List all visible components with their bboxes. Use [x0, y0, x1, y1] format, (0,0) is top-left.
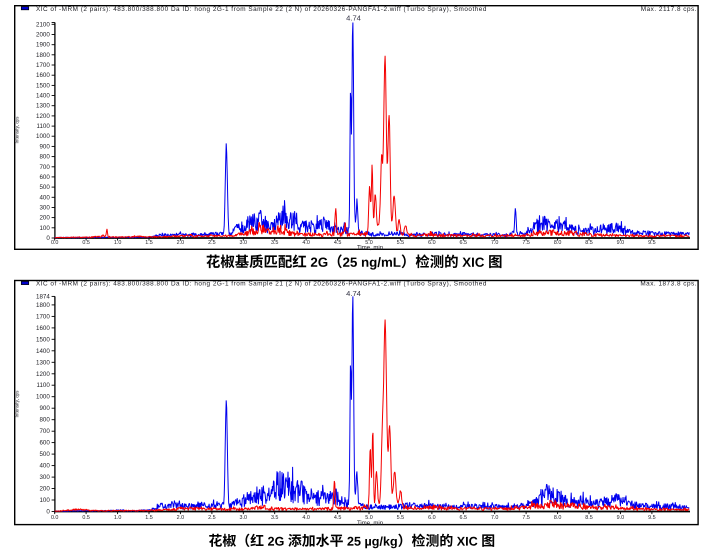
- svg-text:1100: 1100: [36, 382, 50, 389]
- svg-text:200: 200: [39, 215, 50, 222]
- svg-text:1.0: 1.0: [114, 515, 122, 521]
- svg-text:4.5: 4.5: [334, 515, 342, 521]
- svg-text:6.5: 6.5: [460, 240, 468, 246]
- svg-text:1.5: 1.5: [145, 240, 153, 246]
- svg-text:1.5: 1.5: [145, 515, 153, 521]
- svg-text:700: 700: [39, 164, 50, 171]
- svg-text:Time, min: Time, min: [357, 245, 383, 251]
- svg-text:1800: 1800: [36, 52, 50, 59]
- svg-text:800: 800: [39, 154, 50, 161]
- svg-text:500: 500: [39, 451, 50, 458]
- svg-text:6.0: 6.0: [428, 515, 436, 521]
- svg-text:Intensity, cps: Intensity, cps: [15, 116, 20, 144]
- svg-text:900: 900: [39, 405, 50, 412]
- svg-text:1000: 1000: [36, 133, 50, 140]
- svg-text:400: 400: [39, 463, 50, 470]
- svg-text:1600: 1600: [36, 325, 50, 332]
- svg-text:7.0: 7.0: [491, 240, 499, 246]
- svg-text:3.0: 3.0: [240, 515, 248, 521]
- svg-text:0.5: 0.5: [82, 240, 90, 246]
- svg-text:1874: 1874: [36, 293, 50, 300]
- svg-text:XIC of -MRM (2 pairs): 483.800: XIC of -MRM (2 pairs): 483.800/388.800 D…: [36, 6, 487, 13]
- svg-text:6.5: 6.5: [460, 515, 468, 521]
- svg-text:3.5: 3.5: [271, 240, 279, 246]
- svg-text:1300: 1300: [36, 103, 50, 110]
- svg-text:Max. 2117.8 cps.: Max. 2117.8 cps.: [641, 6, 697, 13]
- svg-text:800: 800: [39, 417, 50, 424]
- svg-text:1200: 1200: [36, 113, 50, 120]
- svg-text:XIC of -MRM (2 pairs): 483.800: XIC of -MRM (2 pairs): 483.800/388.800 D…: [36, 281, 487, 288]
- svg-text:1800: 1800: [36, 302, 50, 309]
- svg-text:1500: 1500: [36, 336, 50, 343]
- svg-text:900: 900: [39, 143, 50, 150]
- svg-text:7.5: 7.5: [522, 240, 530, 246]
- svg-text:2000: 2000: [36, 32, 50, 39]
- svg-text:Max. 1873.8 cps.: Max. 1873.8 cps.: [640, 281, 697, 288]
- svg-text:Intensity, cps: Intensity, cps: [15, 390, 20, 418]
- svg-text:1700: 1700: [36, 62, 50, 69]
- svg-text:6.0: 6.0: [428, 240, 436, 246]
- svg-text:300: 300: [39, 205, 50, 212]
- svg-text:0: 0: [46, 509, 50, 516]
- svg-text:1500: 1500: [36, 82, 50, 89]
- svg-text:0.0: 0.0: [51, 515, 59, 521]
- svg-text:100: 100: [39, 225, 50, 232]
- svg-text:1900: 1900: [36, 42, 50, 49]
- svg-text:1200: 1200: [36, 371, 50, 378]
- svg-text:8.0: 8.0: [554, 240, 562, 246]
- svg-text:8.5: 8.5: [585, 240, 593, 246]
- svg-text:1600: 1600: [36, 72, 50, 79]
- svg-text:4.5: 4.5: [334, 240, 342, 246]
- svg-text:2100: 2100: [36, 21, 50, 28]
- svg-text:1300: 1300: [36, 359, 50, 366]
- svg-text:600: 600: [39, 440, 50, 447]
- svg-text:1700: 1700: [36, 313, 50, 320]
- svg-text:300: 300: [39, 474, 50, 481]
- svg-text:1000: 1000: [36, 394, 50, 401]
- svg-text:Time, min: Time, min: [357, 521, 383, 527]
- svg-text:0.5: 0.5: [82, 515, 90, 521]
- svg-text:9.0: 9.0: [617, 240, 625, 246]
- svg-text:1.0: 1.0: [114, 240, 122, 246]
- svg-text:7.0: 7.0: [491, 515, 499, 521]
- svg-text:1400: 1400: [36, 348, 50, 355]
- svg-text:500: 500: [39, 184, 50, 191]
- svg-text:1100: 1100: [36, 123, 50, 130]
- svg-text:3.5: 3.5: [271, 515, 279, 521]
- svg-text:1400: 1400: [36, 93, 50, 100]
- svg-text:200: 200: [39, 486, 50, 493]
- svg-text:2.0: 2.0: [177, 515, 185, 521]
- svg-text:5.5: 5.5: [397, 515, 405, 521]
- svg-text:4.74: 4.74: [346, 14, 361, 23]
- svg-text:100: 100: [39, 497, 50, 504]
- svg-text:9.5: 9.5: [648, 515, 656, 521]
- svg-text:5.5: 5.5: [397, 240, 405, 246]
- svg-text:2.5: 2.5: [208, 515, 216, 521]
- svg-text:2.5: 2.5: [208, 240, 216, 246]
- svg-text:9.5: 9.5: [648, 240, 656, 246]
- svg-text:5.0: 5.0: [365, 515, 373, 521]
- svg-text:700: 700: [39, 428, 50, 435]
- svg-text:2.0: 2.0: [177, 240, 185, 246]
- svg-text:3.0: 3.0: [240, 240, 248, 246]
- svg-text:400: 400: [39, 194, 50, 201]
- svg-text:8.0: 8.0: [554, 515, 562, 521]
- svg-text:600: 600: [39, 174, 50, 181]
- svg-text:8.5: 8.5: [585, 515, 593, 521]
- svg-text:7.5: 7.5: [522, 515, 530, 521]
- svg-text:5.0: 5.0: [365, 240, 373, 246]
- svg-text:4.0: 4.0: [302, 240, 310, 246]
- svg-text:4.0: 4.0: [302, 515, 310, 521]
- svg-text:9.0: 9.0: [617, 515, 625, 521]
- svg-text:0: 0: [46, 235, 50, 242]
- svg-text:4.74: 4.74: [346, 289, 361, 298]
- svg-text:0.0: 0.0: [51, 240, 59, 246]
